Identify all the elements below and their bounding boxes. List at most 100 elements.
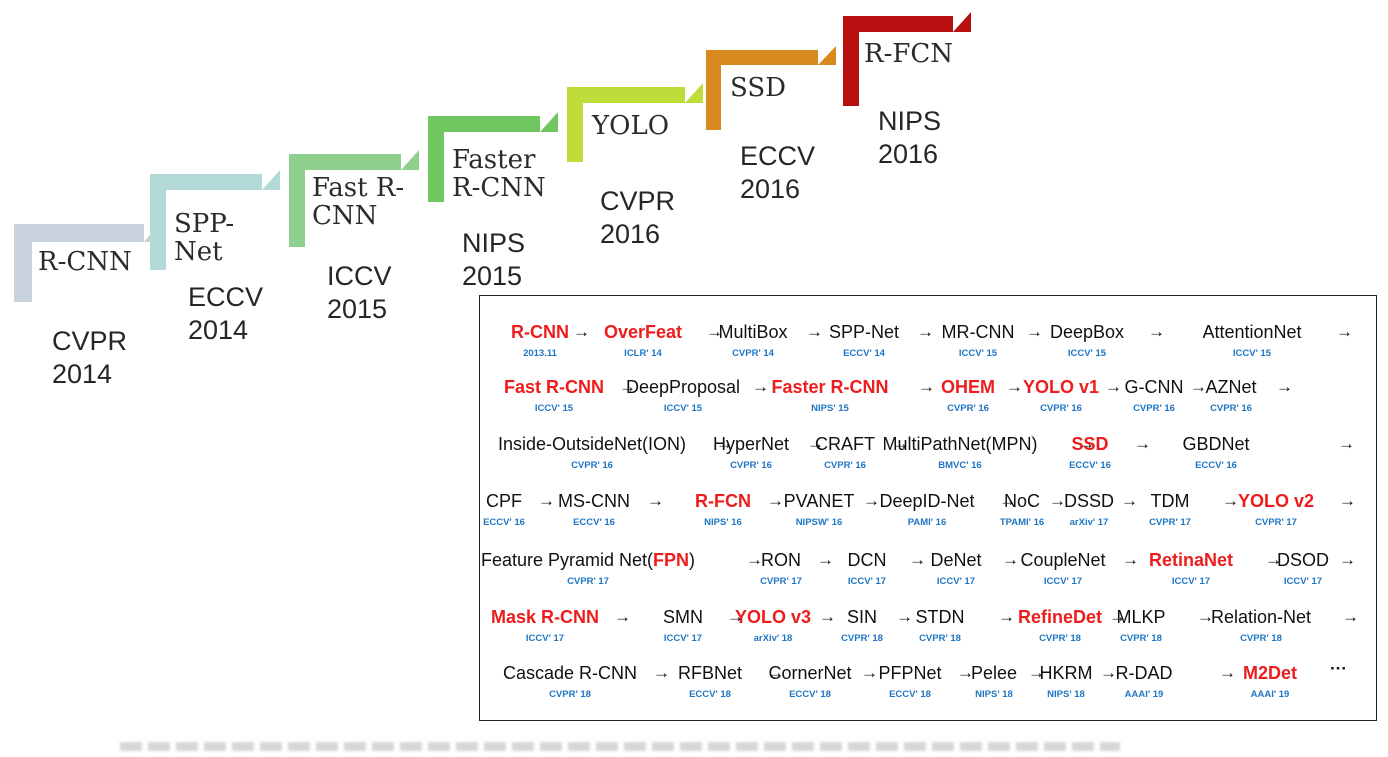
method-venue: NIPS' 16 <box>704 517 742 528</box>
method-name: Inside-OutsideNet(ION) <box>497 434 687 454</box>
arrow-icon: → <box>909 550 926 569</box>
method-name-highlight: FPN <box>653 550 690 570</box>
step-venue: ICCV <box>327 261 392 291</box>
arrow-icon: → <box>1100 663 1117 682</box>
arrow-icon: → <box>706 322 723 341</box>
step-bar-vertical <box>14 224 32 302</box>
step-bar-vertical <box>706 50 721 130</box>
step-bar-top <box>706 50 818 65</box>
method-name: DeepID-Net <box>879 491 975 511</box>
method-name: G-CNN <box>1124 377 1184 397</box>
method-venue: TPAMI' 16 <box>999 517 1045 528</box>
method-venue: CVPR' 18 <box>549 689 591 700</box>
method-venue: CVPR' 16 <box>730 460 772 471</box>
arrow-icon: → <box>1197 607 1214 626</box>
step-year: 2014 <box>188 315 248 345</box>
method-venue: CVPR' 18 <box>919 633 961 644</box>
method-name: YOLO v2 <box>1237 491 1315 511</box>
step-bar-top <box>289 154 401 170</box>
method-name: SSD <box>1071 434 1109 454</box>
arrow-icon: → <box>807 434 824 453</box>
step-bar-vertical <box>289 154 305 247</box>
method-name: DeNet <box>930 550 982 570</box>
arrow-icon: → <box>918 377 935 396</box>
step-year: 2016 <box>740 174 800 204</box>
method-venue: ICCV' 15 <box>663 403 703 414</box>
step-venue: ECCV <box>740 141 815 171</box>
method-name: GBDNet <box>1182 434 1250 454</box>
method-name: Relation-Net <box>1210 607 1312 627</box>
method-venue: CVPR' 16 <box>1040 403 1082 414</box>
arrow-icon: → <box>1336 322 1353 341</box>
method-venue: ICLR' 14 <box>624 348 662 359</box>
method-name: Pelee <box>970 663 1018 683</box>
method-venue: ICCV' 17 <box>1043 576 1083 587</box>
method-name: MultiPathNet(MPN) <box>882 434 1038 454</box>
method-name: YOLO v1 <box>1022 377 1100 397</box>
method-name-part: Feature Pyramid Net( <box>480 550 654 570</box>
method-venue: ECCV' 14 <box>843 348 885 359</box>
arrow-icon: → <box>998 607 1015 626</box>
method-venue: ECCV' 16 <box>1069 460 1111 471</box>
step-bar-vertical <box>428 116 444 202</box>
step-venue: NIPS <box>462 228 525 258</box>
method-name: PVANET <box>783 491 855 511</box>
methods-row: CPF ECCV' 16 MS-CNN ECCV' 16 R-FCN NIPS' 16 PV… <box>483 491 1368 531</box>
arrow-icon: → <box>746 550 763 569</box>
method-venue: ICCV' 15 <box>1067 348 1107 359</box>
arrow-icon: → <box>1049 491 1066 510</box>
blurred-caption <box>120 742 1120 751</box>
arrow-icon: → <box>767 663 784 682</box>
step-bar-top <box>150 174 262 190</box>
ellipsis: ··· <box>1330 659 1347 678</box>
method-name: RetinaNet <box>1148 550 1234 570</box>
method-venue: CVPR' 14 <box>732 348 774 359</box>
arrow-icon: → <box>819 607 836 626</box>
step-bar-tip <box>262 170 280 190</box>
method-name: HyperNet <box>712 434 790 454</box>
method-name: DeepProposal <box>625 377 741 397</box>
step-method-name: Faster <box>452 145 536 175</box>
step-method-name: YOLO <box>591 111 669 141</box>
method-venue: NIPS' 15 <box>811 403 849 414</box>
method-venue: BMVC' 16 <box>938 460 982 471</box>
method-name: SIN <box>846 607 878 627</box>
method-venue: NIPS' 18 <box>1047 689 1085 700</box>
methods-flow-box: R-CNN 2013.11 OverFeat ICLR' 14 MultiBox CVPR… <box>479 295 1377 721</box>
step-method-name: R-CNN <box>452 173 546 203</box>
method-name: Cascade R-CNN <box>502 663 638 683</box>
method-name: YOLO v3 <box>734 607 812 627</box>
method-name: PFPNet <box>878 663 942 683</box>
arrow-icon: → <box>1148 322 1165 341</box>
method-name: CornerNet <box>768 663 852 683</box>
step-year: 2016 <box>878 139 938 169</box>
step-year: 2015 <box>462 261 522 291</box>
method-name-part: ) <box>689 550 696 570</box>
method-name: R-CNN <box>511 322 569 342</box>
method-name: CoupleNet <box>1020 550 1106 570</box>
step-method-name: SSD <box>730 73 786 103</box>
arrow-icon: → <box>1190 377 1207 396</box>
method-name: NoC <box>1003 491 1041 511</box>
arrow-icon: → <box>1342 607 1359 626</box>
method-venue: AAAI' 19 <box>1250 689 1290 700</box>
step-year: 2014 <box>52 359 112 389</box>
arrow-icon: → <box>896 607 913 626</box>
arrow-icon: → <box>861 663 878 682</box>
method-name: SPP-Net <box>828 322 900 342</box>
method-venue: ICCV' 17 <box>525 633 565 644</box>
method-name: RefineDet <box>1017 607 1103 627</box>
step-venue: NIPS <box>878 106 941 136</box>
method-name: STDN <box>915 607 965 627</box>
method-venue: ECCV' 18 <box>789 689 831 700</box>
arrow-icon: → <box>716 434 733 453</box>
method-venue: ICCV' 17 <box>663 633 703 644</box>
method-venue: arXiv' 17 <box>1069 517 1109 528</box>
method-venue: 2013.11 <box>523 348 557 359</box>
method-venue: ICCV' 15 <box>1232 348 1272 359</box>
method-venue: CVPR' 16 <box>824 460 866 471</box>
arrow-icon: → <box>1339 491 1356 510</box>
arrow-icon: → <box>1265 550 1282 569</box>
